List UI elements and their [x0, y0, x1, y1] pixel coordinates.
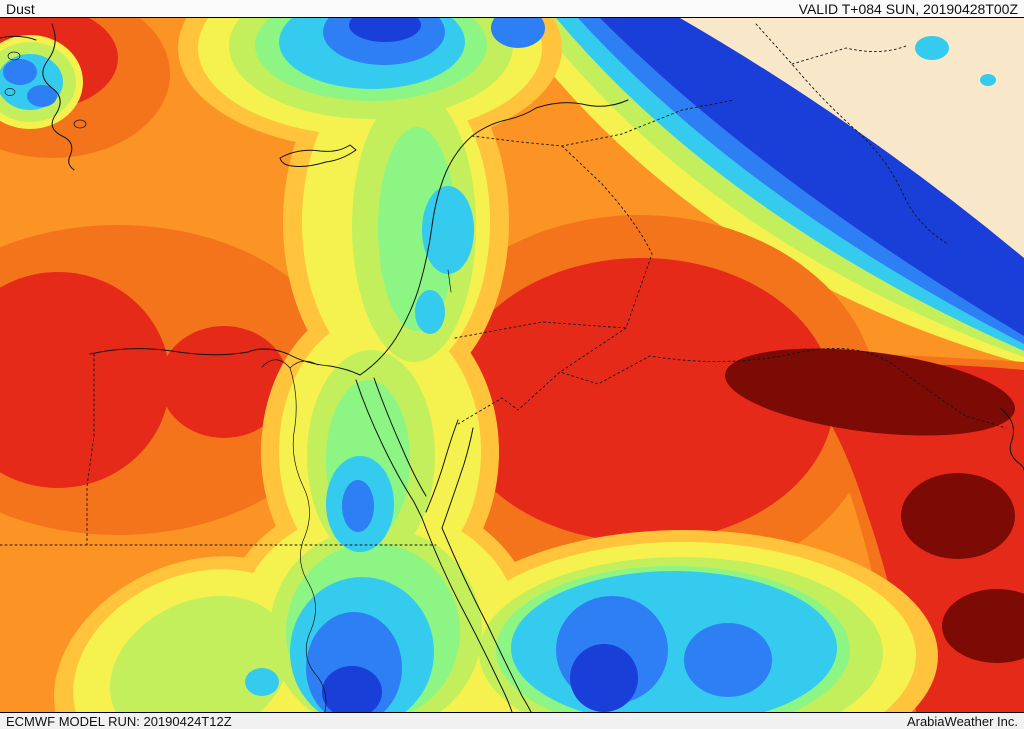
- sinai-west-coast: [373, 377, 427, 497]
- gulf-of-suez-coast: [355, 379, 415, 503]
- border-iraq-iran: [755, 23, 949, 245]
- nile-delta: [261, 359, 319, 369]
- north-africa-coastline: [89, 348, 361, 376]
- border-jordan-saudi-iraq: [457, 347, 1007, 429]
- border-turkey-iran: [791, 45, 907, 65]
- red-sea-west-coast: [413, 501, 513, 712]
- border-libya-egypt: [86, 353, 95, 546]
- model-run-label: ECMWF MODEL RUN: 20190424T12Z: [6, 713, 232, 729]
- aegean-island: [73, 119, 87, 129]
- aegean-island: [4, 88, 16, 96]
- red-sea-east-coast: [441, 527, 532, 712]
- levant-turkey-coastline: [359, 99, 629, 376]
- contour-darkblue: [322, 18, 638, 712]
- border-turkey-syria: [471, 99, 735, 147]
- aqaba-east-coast: [441, 427, 474, 529]
- lake-urmia: [980, 74, 996, 86]
- valid-time-label: VALID T+084 SUN, 20190428T00Z: [798, 0, 1018, 17]
- nile-river: [289, 367, 327, 712]
- map-product-title: Dust: [6, 0, 35, 17]
- lake-van: [915, 36, 949, 60]
- aegean-island: [7, 51, 21, 61]
- attribution-label: ArabiaWeather Inc.: [906, 713, 1018, 729]
- dead-sea: [447, 269, 452, 293]
- map-area: [0, 18, 1024, 712]
- nodata-wedge: [680, 18, 1024, 258]
- title-bar: Dust VALID T+084 SUN, 20190428T00Z: [0, 0, 1024, 18]
- map-borders: [0, 23, 1024, 712]
- aegean-coastline: [0, 23, 75, 171]
- nodata-region: [680, 18, 1024, 258]
- gulf-of-aqaba-coast: [425, 419, 459, 513]
- cyprus-outline: [279, 144, 357, 167]
- contour-maroon: [725, 348, 1024, 663]
- status-bar: ECMWF MODEL RUN: 20190424T12Z ArabiaWeat…: [0, 712, 1024, 729]
- border-syria-jordan: [454, 321, 627, 339]
- gulf-kuwait-coast: [999, 407, 1024, 471]
- dust-forecast-map: [0, 18, 1024, 712]
- border-jordan-iraq: [559, 327, 627, 373]
